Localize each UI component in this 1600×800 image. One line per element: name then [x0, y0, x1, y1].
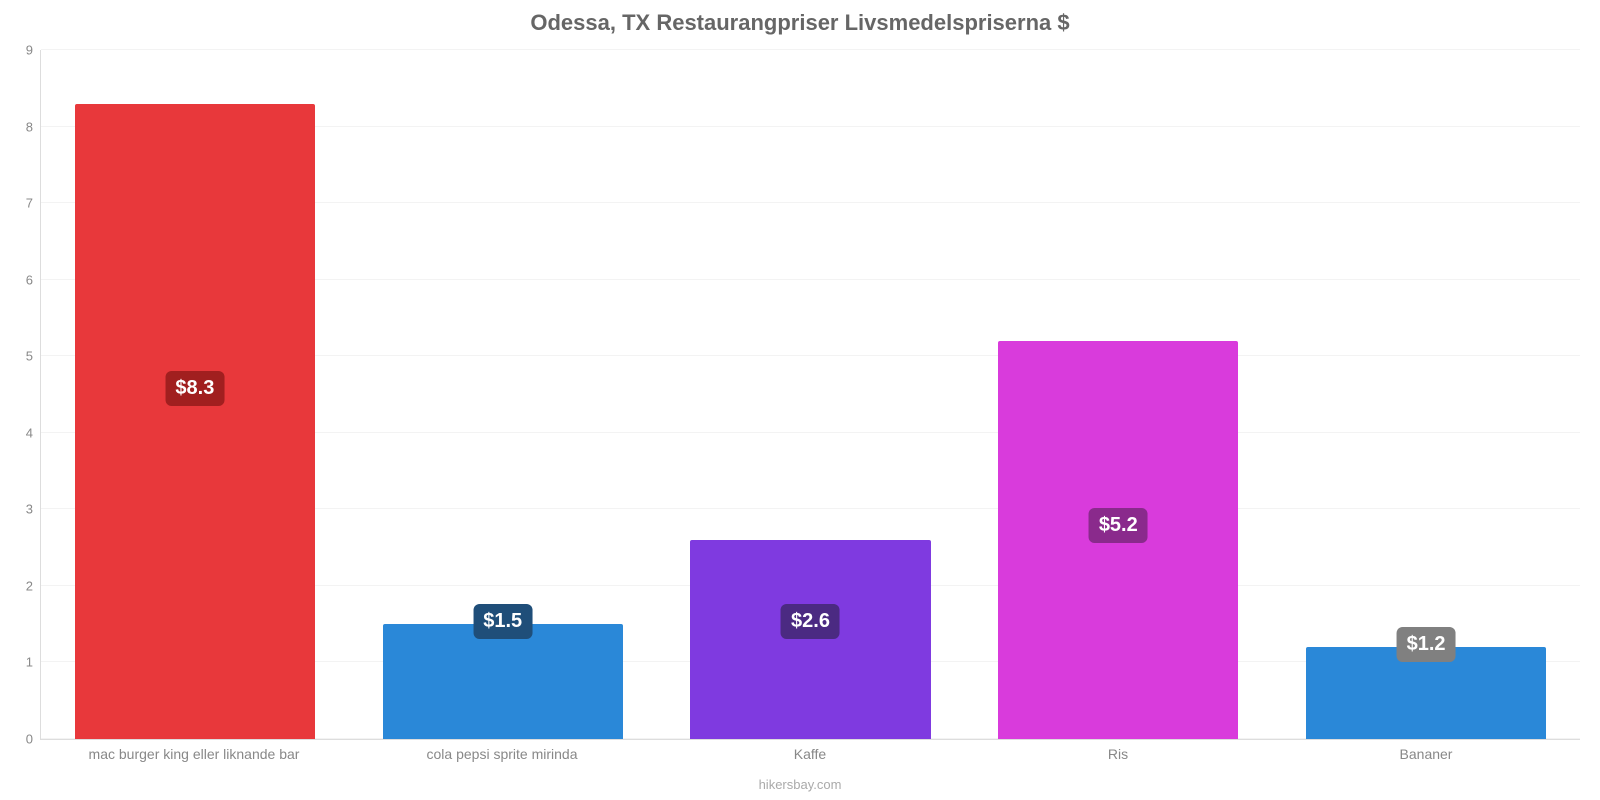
bar: $5.2: [998, 341, 1238, 739]
x-axis-label: Bananer: [1272, 746, 1580, 762]
y-tick-label: 5: [26, 349, 41, 364]
x-axis-labels: mac burger king eller liknande barcola p…: [40, 746, 1580, 762]
y-tick-label: 0: [26, 732, 41, 747]
y-tick-label: 6: [26, 272, 41, 287]
y-tick-label: 7: [26, 196, 41, 211]
bar-value-label: $8.3: [165, 371, 224, 406]
chart-title: Odessa, TX Restaurangpriser Livsmedelspr…: [0, 10, 1600, 36]
bar: $1.2: [1306, 647, 1546, 739]
bars-row: $8.3 $1.5 $2.6 $5.2 $1.2: [41, 50, 1580, 739]
bar-slot: $8.3: [41, 50, 349, 739]
x-axis-label: mac burger king eller liknande bar: [40, 746, 348, 762]
bar-slot: $2.6: [657, 50, 965, 739]
x-axis-label: Kaffe: [656, 746, 964, 762]
bar-value-label: $1.2: [1397, 627, 1456, 662]
y-tick-label: 2: [26, 578, 41, 593]
y-tick-label: 8: [26, 119, 41, 134]
y-tick-label: 9: [26, 43, 41, 58]
chart-caption: hikersbay.com: [0, 777, 1600, 792]
bar: $2.6: [690, 540, 930, 739]
x-axis-label: Ris: [964, 746, 1272, 762]
bar-slot: $1.5: [349, 50, 657, 739]
bar-value-label: $5.2: [1089, 508, 1148, 543]
bar-slot: $5.2: [964, 50, 1272, 739]
plot-area: $8.3$1.5$2.6$5.2$1.2 0123456789: [40, 50, 1580, 740]
x-axis-label: cola pepsi sprite mirinda: [348, 746, 656, 762]
y-tick-label: 1: [26, 655, 41, 670]
y-tick-label: 4: [26, 425, 41, 440]
bar: $8.3: [75, 104, 315, 739]
bar-value-label: $2.6: [781, 604, 840, 639]
chart-container: Odessa, TX Restaurangpriser Livsmedelspr…: [0, 0, 1600, 800]
bar: $1.5: [383, 624, 623, 739]
bar-value-label: $1.5: [473, 604, 532, 639]
y-tick-label: 3: [26, 502, 41, 517]
bar-slot: $1.2: [1272, 50, 1580, 739]
